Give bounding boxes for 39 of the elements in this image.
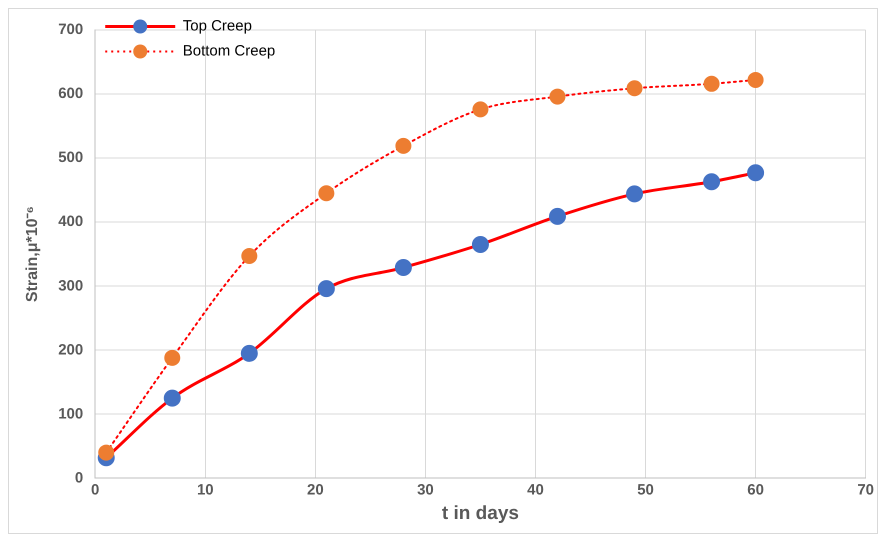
y-tick-label: 400 [58, 213, 84, 230]
point [747, 164, 764, 182]
y-tick-label: 500 [58, 149, 84, 166]
point [318, 280, 335, 298]
point [703, 173, 720, 190]
point [241, 248, 258, 264]
legend-label: Top Creep [182, 18, 252, 35]
x-tick-label: 20 [307, 481, 324, 498]
point [98, 444, 114, 461]
y-axis-title: Strain,μ*10⁻⁶ [24, 206, 42, 302]
point [394, 259, 412, 276]
point [164, 390, 181, 407]
x-tick-label: 10 [196, 481, 214, 498]
point [626, 185, 644, 202]
point [472, 101, 488, 118]
point [548, 208, 566, 225]
x-tick-label: 30 [417, 481, 434, 498]
y-tick-label: 0 [74, 469, 84, 486]
x-tick-label: 40 [527, 481, 544, 498]
point [549, 88, 566, 105]
x-axis-title: t in days [442, 502, 519, 524]
point [748, 72, 764, 88]
y-tick-label: 300 [58, 277, 84, 294]
y-tick-label: 700 [58, 21, 84, 38]
y-tick-label: 600 [58, 85, 84, 102]
point [626, 80, 643, 96]
point [318, 185, 334, 202]
point [472, 236, 489, 253]
x-tick-label: 50 [637, 481, 654, 498]
x-tick-label: 60 [747, 481, 764, 498]
y-tick-label: 100 [58, 405, 84, 422]
point [240, 344, 258, 362]
legend-label: Bottom Creep [182, 42, 276, 60]
point [164, 350, 180, 366]
point [395, 138, 412, 154]
x-tick-label: 0 [91, 481, 100, 498]
y-tick-label: 200 [58, 341, 84, 358]
x-tick-label: 70 [857, 481, 874, 498]
point [704, 76, 720, 92]
